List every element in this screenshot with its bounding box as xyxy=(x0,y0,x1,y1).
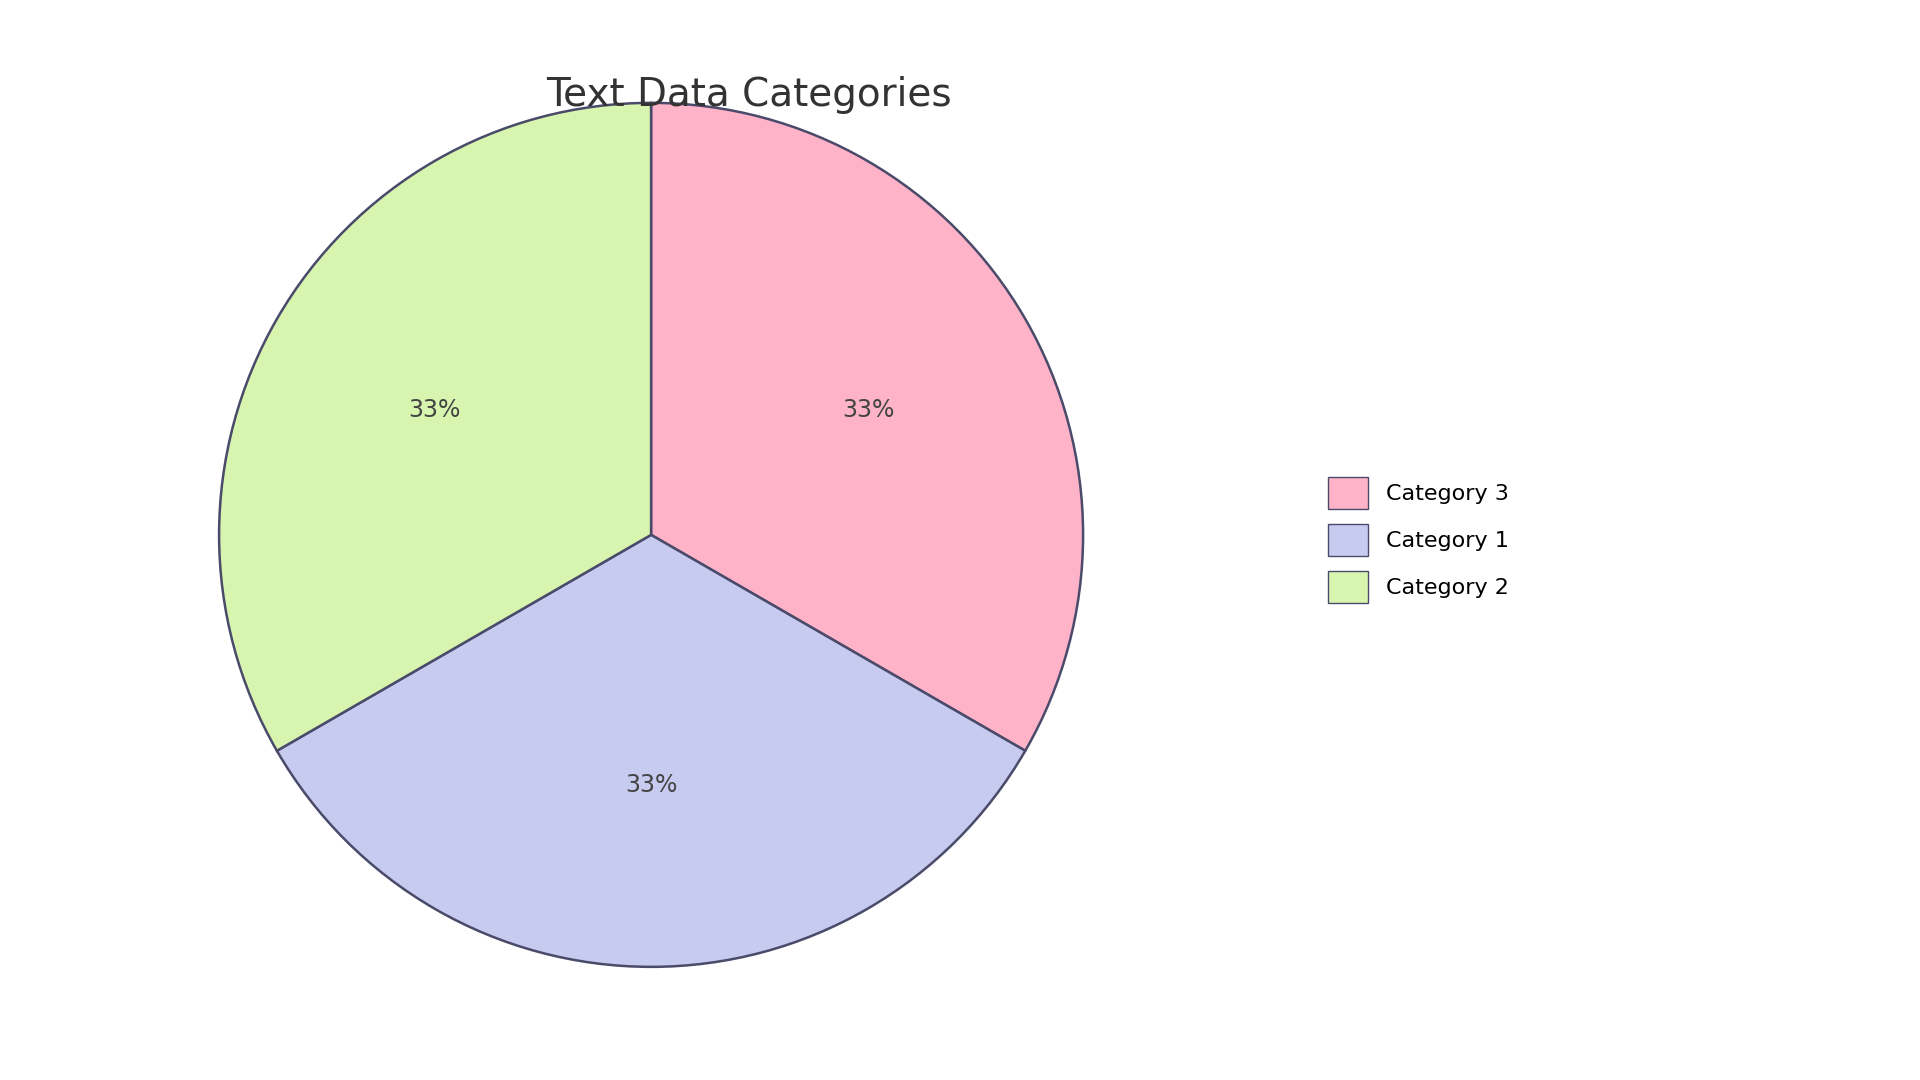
Text: Text Data Categories: Text Data Categories xyxy=(545,76,952,113)
Text: 33%: 33% xyxy=(841,397,895,421)
Text: 33%: 33% xyxy=(624,773,678,797)
Text: 33%: 33% xyxy=(407,397,461,421)
Wedge shape xyxy=(219,103,651,751)
Legend: Category 3, Category 1, Category 2: Category 3, Category 1, Category 2 xyxy=(1317,467,1519,613)
Wedge shape xyxy=(651,103,1083,751)
Wedge shape xyxy=(276,535,1025,967)
